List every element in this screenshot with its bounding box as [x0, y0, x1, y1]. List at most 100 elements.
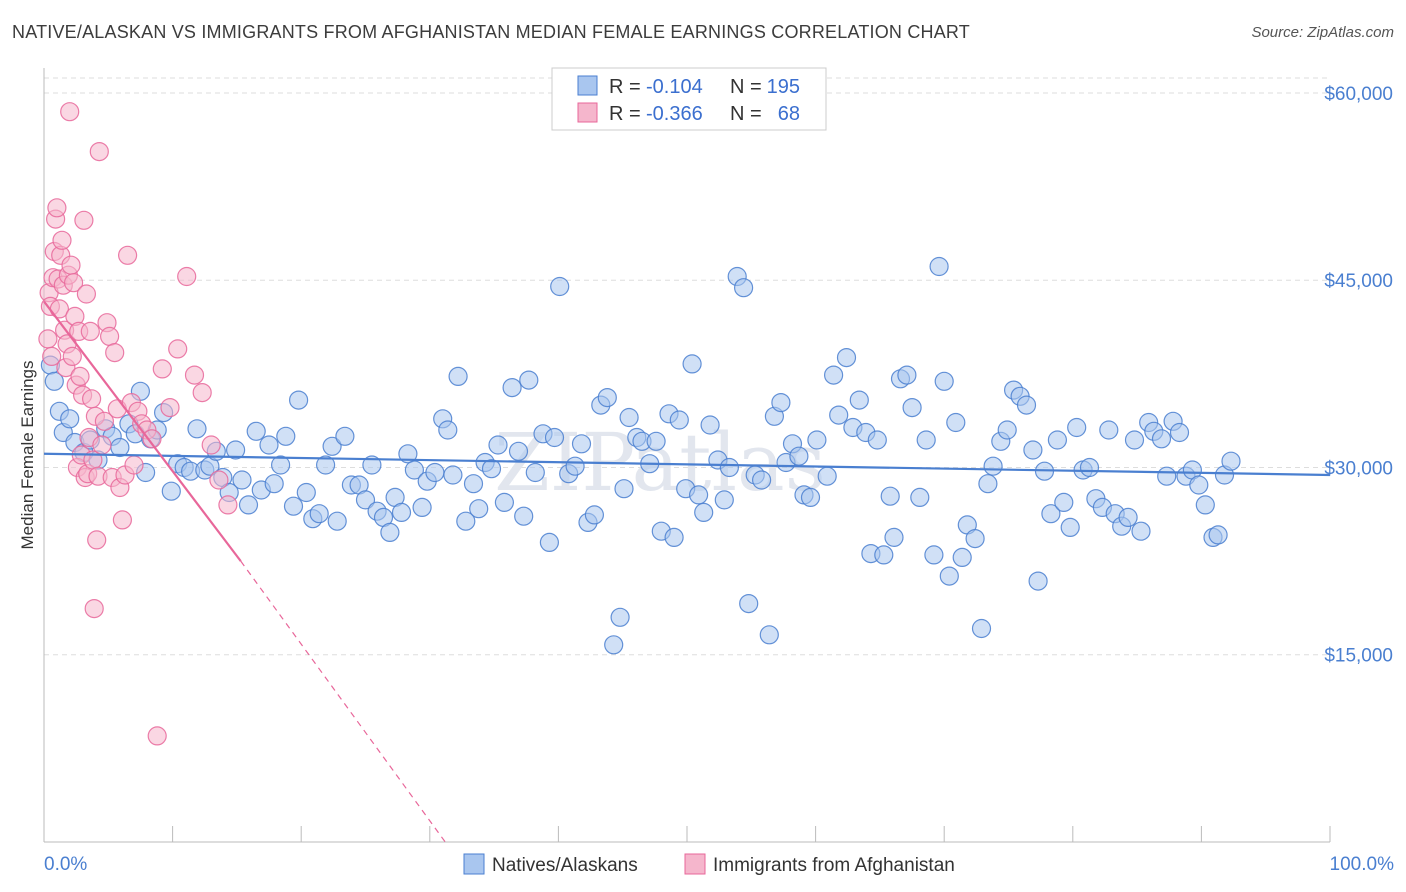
point-blue-176 [1157, 466, 1177, 486]
point-blue-56 [398, 444, 418, 464]
point-blue-139 [924, 545, 944, 565]
point-blue-109 [733, 278, 754, 298]
point-pink-42 [94, 411, 115, 431]
point-blue-42 [309, 504, 329, 524]
y-tick-label-3: $60,000 [1324, 84, 1393, 105]
point-pink-33 [80, 321, 100, 341]
point-blue-138 [916, 430, 936, 450]
point-pink-46 [105, 343, 125, 363]
point-blue-113 [759, 625, 779, 645]
point-blue-76 [525, 462, 545, 483]
series-immigrants-afghanistan [38, 102, 238, 746]
point-blue-95 [646, 431, 666, 451]
legend-r-label-1: R = [609, 76, 641, 98]
bottom-legend-label-blue: Natives/Alaskans [492, 855, 638, 876]
point-blue-162 [1067, 417, 1087, 438]
point-blue-154 [1016, 395, 1037, 415]
x-tick-label-min: 0.0% [44, 854, 87, 875]
point-blue-87 [597, 388, 617, 408]
point-blue-122 [817, 466, 837, 486]
point-pink-64 [192, 383, 212, 403]
legend-r-value-1: -0.104 [646, 76, 703, 98]
point-blue-149 [983, 456, 1003, 476]
point-blue-11 [110, 437, 130, 458]
point-blue-133 [884, 527, 904, 548]
point-blue-118 [789, 446, 809, 466]
point-blue-186 [1221, 451, 1241, 471]
point-blue-1 [44, 371, 64, 391]
point-blue-170 [1118, 507, 1138, 528]
point-blue-44 [322, 436, 342, 456]
point-blue-184 [1208, 525, 1228, 545]
legend-swatch-blue [577, 75, 598, 96]
point-pink-25 [70, 366, 90, 386]
legend-n-label-2: N = [730, 103, 762, 125]
point-pink-57 [142, 429, 162, 449]
point-blue-40 [296, 482, 316, 503]
point-blue-85 [584, 505, 605, 525]
point-pink-61 [168, 339, 188, 359]
point-blue-104 [700, 415, 720, 435]
bottom-legend-swatch-pink [684, 853, 706, 875]
point-blue-124 [829, 405, 849, 425]
legend-r-value-2: -0.366 [646, 103, 703, 125]
point-blue-164 [1079, 457, 1100, 478]
point-blue-120 [800, 487, 821, 507]
point-blue-91 [619, 407, 639, 428]
point-blue-4 [60, 409, 80, 429]
point-blue-144 [952, 547, 972, 568]
point-blue-65 [456, 511, 476, 531]
y-tick-label-1: $30,000 [1324, 458, 1393, 479]
point-blue-74 [514, 506, 534, 526]
point-blue-80 [550, 276, 570, 297]
point-blue-101 [682, 354, 702, 374]
point-pink-19 [62, 346, 82, 366]
legend-n-value-2: 68 [778, 103, 800, 125]
point-blue-98 [664, 527, 684, 548]
point-blue-66 [463, 474, 484, 494]
point-blue-112 [751, 470, 772, 490]
legend-box: R = -0.104 N = 195 R = -0.366 N = 68 [551, 67, 827, 131]
bottom-legend-label-pink: Immigrants from Afghanistan [713, 855, 955, 876]
point-pink-62 [177, 266, 197, 287]
point-blue-146 [965, 528, 985, 549]
point-blue-123 [823, 365, 844, 385]
point-blue-29 [226, 440, 246, 460]
point-pink-58 [147, 726, 167, 746]
point-pink-0 [38, 329, 58, 349]
point-blue-64 [448, 366, 468, 386]
point-blue-89 [610, 607, 630, 627]
y-axis-title: Median Female Earnings [18, 361, 37, 550]
point-blue-159 [1047, 430, 1068, 450]
point-pink-63 [184, 365, 205, 385]
chart-source: Source: ZipAtlas.com [1251, 24, 1394, 41]
point-pink-40 [89, 142, 109, 162]
trend-line-pink-extension [240, 560, 446, 843]
point-blue-99 [669, 410, 689, 430]
point-blue-130 [867, 430, 887, 450]
point-blue-19 [161, 481, 181, 501]
point-blue-38 [283, 496, 304, 516]
point-blue-36 [271, 455, 291, 475]
x-tick-label-max: 100.0% [1330, 854, 1395, 875]
point-blue-71 [494, 492, 514, 512]
point-pink-66 [209, 470, 229, 490]
point-blue-72 [502, 378, 522, 398]
point-pink-49 [112, 510, 133, 530]
point-blue-181 [1189, 475, 1209, 495]
point-pink-11 [52, 230, 72, 250]
point-pink-18 [61, 255, 81, 275]
point-blue-78 [539, 532, 560, 553]
point-blue-57 [404, 460, 424, 480]
point-blue-132 [880, 486, 900, 506]
point-blue-151 [997, 420, 1017, 440]
point-pink-44 [99, 326, 120, 346]
point-blue-106 [714, 490, 734, 510]
point-blue-110 [739, 593, 759, 614]
point-pink-41 [92, 435, 112, 455]
point-blue-135 [897, 365, 917, 385]
point-blue-127 [849, 390, 869, 410]
point-pink-60 [160, 398, 180, 418]
point-blue-155 [1023, 440, 1043, 460]
point-pink-36 [84, 598, 104, 619]
